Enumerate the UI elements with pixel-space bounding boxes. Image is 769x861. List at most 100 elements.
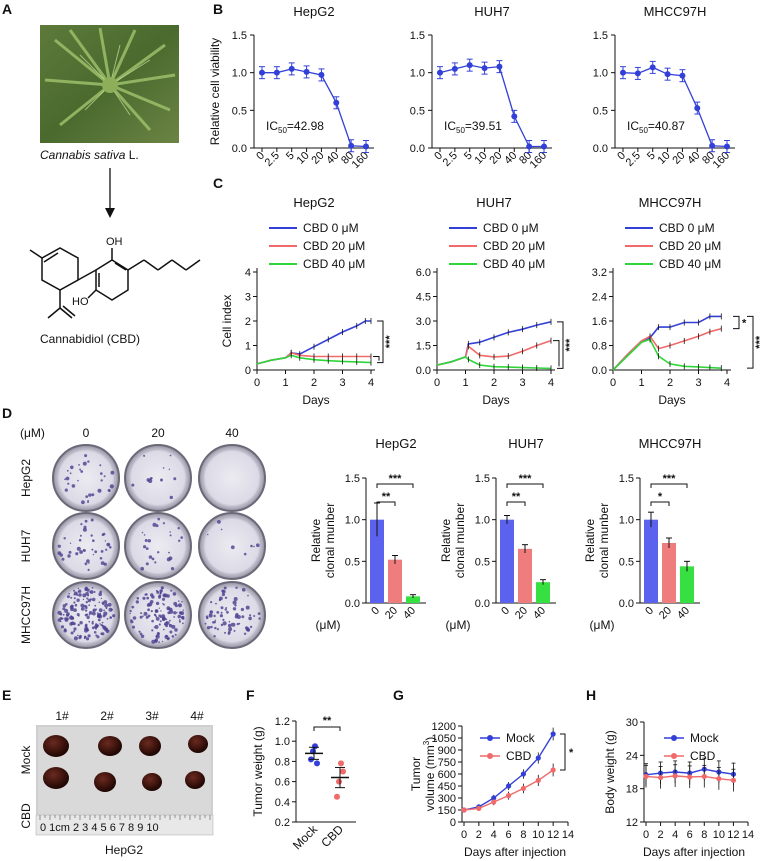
data-point — [643, 773, 649, 780]
colony — [178, 539, 181, 542]
colony — [145, 547, 149, 550]
data-point — [687, 774, 693, 780]
colony — [101, 625, 104, 627]
colony — [222, 618, 225, 622]
dish-rim — [202, 585, 262, 645]
x-tick-label: 40 — [401, 605, 418, 622]
data-point — [520, 785, 527, 792]
bar — [680, 566, 694, 603]
colony — [213, 635, 216, 638]
clonal-bar-chart-mhcc97h: MHCC97H 0.0 0.5 1.0 1.5 0 20 40 (μM) **** Relative… — [583, 436, 701, 632]
x-tick-label: 6 — [506, 829, 512, 841]
colony — [109, 546, 112, 549]
colony — [162, 467, 165, 469]
colony — [155, 617, 160, 621]
colony — [240, 607, 244, 612]
colony — [70, 631, 74, 635]
legend-label: CBD 20 μM — [483, 239, 545, 253]
dose-label-0: 0 — [83, 426, 90, 440]
colony — [110, 470, 115, 475]
significance-stars: ** — [382, 491, 391, 503]
panel-label-d: D — [2, 405, 12, 421]
colony — [91, 548, 94, 551]
colony — [91, 620, 94, 623]
bar — [536, 582, 550, 603]
y-axis-label: Relativeclonal munber — [439, 503, 467, 578]
colony — [131, 605, 135, 609]
colony — [97, 618, 101, 622]
colony — [73, 589, 75, 592]
colony — [83, 525, 87, 529]
colony — [236, 615, 241, 619]
colony — [230, 545, 235, 550]
colony — [167, 607, 170, 610]
colony — [173, 611, 177, 615]
colony — [165, 634, 168, 638]
data-point — [348, 142, 355, 149]
colony — [146, 478, 151, 482]
legend-label: CBD 0 μM — [659, 221, 715, 235]
colony — [147, 614, 151, 618]
data-point — [694, 105, 701, 112]
x-tick-label: 2.5 — [624, 150, 643, 169]
colony — [155, 609, 158, 613]
colony — [255, 543, 260, 547]
data-point — [336, 778, 342, 785]
dish — [52, 444, 120, 512]
y-tick-label: 0.5 — [619, 556, 634, 568]
colony — [78, 593, 82, 597]
colony — [151, 619, 154, 623]
ic50-subscript: 50 — [456, 126, 465, 135]
colony — [103, 609, 105, 612]
cell-index-chart-huh7: HUH7 CBD 0 μM CBD 20 μM CBD 40 μM 0.0 1.5 3.0 4… — [416, 195, 576, 407]
colony — [169, 454, 172, 457]
colony — [169, 531, 171, 533]
colony — [88, 604, 91, 607]
colony — [87, 594, 90, 597]
x-axis-label: Days — [482, 393, 509, 407]
ic50-subscript: 50 — [639, 126, 648, 135]
colony — [155, 635, 158, 638]
colony — [226, 610, 229, 614]
ic50-prefix: IC — [444, 119, 456, 133]
data-point — [550, 767, 556, 773]
legend-label: CBD 20 μM — [659, 239, 721, 253]
colony — [174, 604, 178, 608]
y-tick-label: 0.0 — [619, 598, 634, 610]
y-axis-label: Body weight (g) — [603, 730, 617, 813]
ic50-value: 42.98 — [294, 119, 324, 133]
y-tick-label: 1.5 — [345, 473, 360, 485]
y-axis-label: Relativeclonal munber — [309, 503, 337, 578]
colony — [155, 615, 158, 618]
colony — [85, 605, 88, 608]
colony — [178, 600, 180, 602]
colony — [178, 619, 181, 621]
data-point — [491, 799, 497, 805]
ic50-value: 39.51 — [472, 119, 502, 133]
colony — [166, 557, 171, 562]
x-tick-label: 4 — [491, 829, 497, 841]
colony — [228, 627, 233, 632]
x-tick-label: 5 — [284, 150, 297, 163]
colony — [164, 623, 166, 626]
legend-label: Mock — [690, 731, 720, 745]
significance-bracket — [313, 726, 341, 731]
x-tick-label: 20 — [513, 605, 530, 622]
colony — [148, 555, 153, 559]
colony — [73, 608, 77, 612]
legend-label: CBD 20 μM — [303, 239, 365, 253]
significance-stars: *** — [564, 338, 576, 352]
colony — [89, 590, 94, 594]
colony-dish — [52, 512, 120, 580]
colony — [218, 598, 222, 602]
colony — [88, 562, 90, 564]
y-axis-label-line1: Relative — [309, 519, 323, 563]
x-tick-label: 0 — [643, 829, 649, 841]
colony — [155, 601, 160, 606]
colony — [157, 517, 160, 521]
colony — [73, 597, 76, 600]
y-axis-label-line2: clonal munber — [453, 503, 467, 578]
colony — [241, 588, 246, 592]
data-point — [303, 68, 310, 75]
colony — [148, 602, 153, 607]
